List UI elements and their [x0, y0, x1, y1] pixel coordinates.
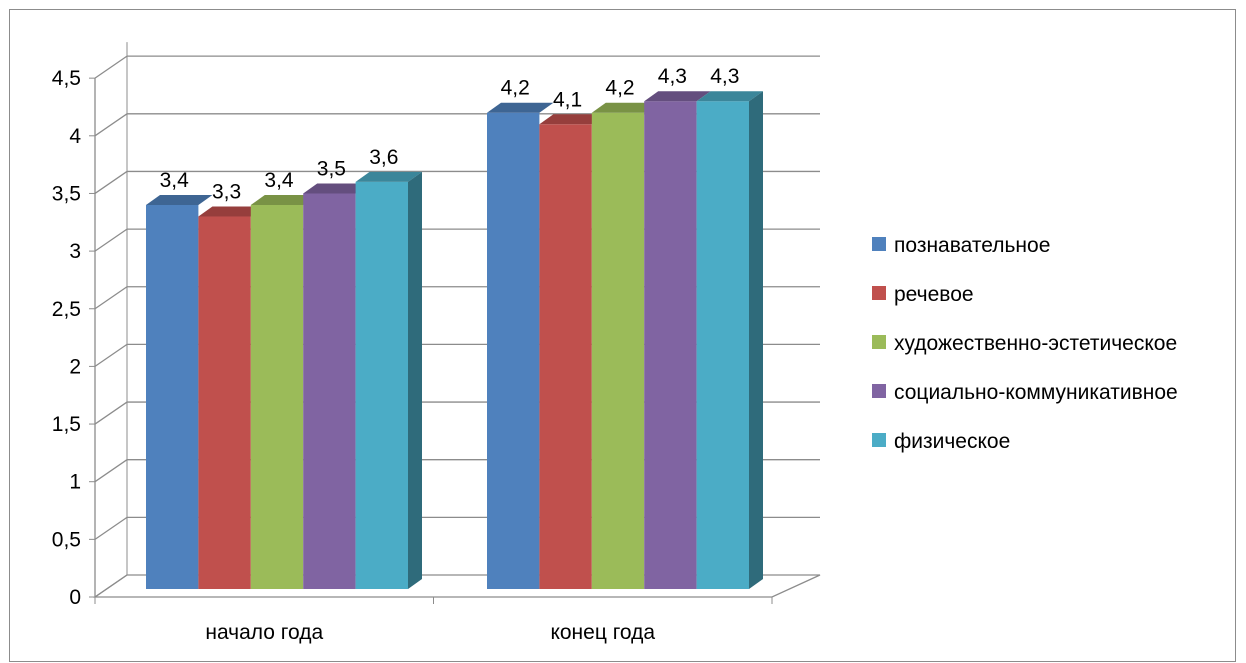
bar-top — [591, 102, 659, 113]
legend-item: физическое — [872, 430, 1010, 453]
side-gridline — [94, 55, 128, 79]
legend-label: речевое — [894, 283, 974, 306]
bar-front — [303, 193, 356, 589]
bar-речевое-начало года — [198, 206, 265, 589]
y-tick-label: 1,5 — [52, 413, 81, 436]
bar-top — [644, 91, 711, 102]
legend-item: социально-коммуникативное — [872, 381, 1178, 404]
bar-познавательное-конец года — [487, 102, 554, 590]
bar-front — [591, 112, 645, 590]
legend: познавательное речевое художественно-эстет… — [872, 234, 1178, 453]
data-label: 4,2 — [605, 77, 634, 100]
bar-физическое-конец года — [696, 91, 763, 590]
bar-front — [644, 101, 697, 590]
y-tick-label: 2 — [69, 355, 81, 378]
legend-swatch — [872, 384, 886, 398]
side-gridline — [94, 286, 128, 310]
bar-front — [696, 101, 749, 590]
legend-swatch — [872, 237, 886, 251]
data-labels: 3,4 3,3 3,4 3,5 3,6 4,2 4,1 4,2 4,3 4,3 — [160, 65, 740, 203]
bar-социально-коммуникативное-конец года — [644, 91, 711, 590]
bar-top — [355, 171, 422, 182]
bar-художественно-эстетическое-конец года — [591, 102, 659, 590]
legend-label: физическое — [894, 430, 1010, 453]
bar-front — [250, 204, 304, 590]
bar-top — [539, 114, 606, 125]
data-label: 4,3 — [658, 65, 687, 88]
bar-top — [487, 102, 554, 113]
bar-художественно-эстетическое-начало года — [250, 194, 318, 590]
side-gridline — [94, 113, 128, 137]
y-tick-label: 4 — [69, 125, 81, 148]
y-tick-label: 4,5 — [52, 67, 81, 90]
side-gridline — [94, 401, 128, 425]
legend-swatch — [872, 433, 886, 447]
data-label: 3,6 — [369, 146, 398, 169]
legend-label: художественно-эстетическое — [894, 332, 1177, 355]
legend-swatch — [872, 286, 886, 300]
bar-top — [146, 194, 213, 205]
legend-label: социально-коммуникативное — [894, 381, 1178, 404]
bar-front — [539, 124, 592, 590]
axes: 0 0,5 1 1,5 2 2,5 3 3,5 4 4,5 начало года конец год… — [52, 67, 821, 644]
legend-item: речевое — [872, 283, 974, 306]
legend-label: познавательное — [894, 234, 1050, 257]
side-gridline — [94, 516, 128, 540]
data-label: 3,3 — [212, 181, 241, 204]
bar-side — [749, 91, 763, 590]
legend-swatch — [872, 335, 886, 349]
side-gridline — [94, 459, 128, 483]
bar-top — [696, 91, 763, 102]
y-tick-label: 0 — [69, 586, 81, 609]
side-gridline — [94, 170, 128, 194]
y-tick-label: 2,5 — [52, 298, 81, 321]
data-label: 3,5 — [317, 157, 346, 180]
data-label: 4,3 — [710, 65, 739, 88]
bar-top — [250, 194, 318, 205]
bar-front — [487, 112, 540, 590]
data-label: 4,1 — [553, 88, 582, 111]
data-label: 4,2 — [501, 77, 530, 100]
chart-floor — [92, 574, 821, 598]
bar-front — [198, 216, 251, 589]
bar-top — [198, 206, 265, 217]
bar-top — [303, 183, 370, 194]
bar-front — [146, 204, 199, 590]
legend-item: художественно-эстетическое — [872, 332, 1177, 355]
data-label: 3,4 — [160, 169, 190, 192]
side-gridline — [94, 228, 128, 252]
y-tick-label: 0,5 — [52, 528, 81, 551]
bar-физическое-начало года — [355, 171, 422, 590]
y-tick-label: 3 — [69, 240, 81, 263]
bar-side — [408, 171, 422, 590]
bar-познавательное-начало года — [146, 194, 213, 590]
legend-item: познавательное — [872, 234, 1050, 257]
bar-речевое-конец года — [539, 114, 606, 590]
y-tick-label: 1 — [69, 471, 81, 494]
x-category-label: начало года — [205, 621, 323, 644]
y-tick-label: 3,5 — [52, 182, 81, 205]
bar-front — [355, 181, 408, 590]
x-category-label: конец года — [550, 621, 655, 644]
side-gridline — [94, 343, 128, 367]
bar-социально-коммуникативное-начало года — [303, 183, 370, 589]
bars — [146, 91, 763, 590]
data-label: 3,4 — [264, 169, 294, 192]
